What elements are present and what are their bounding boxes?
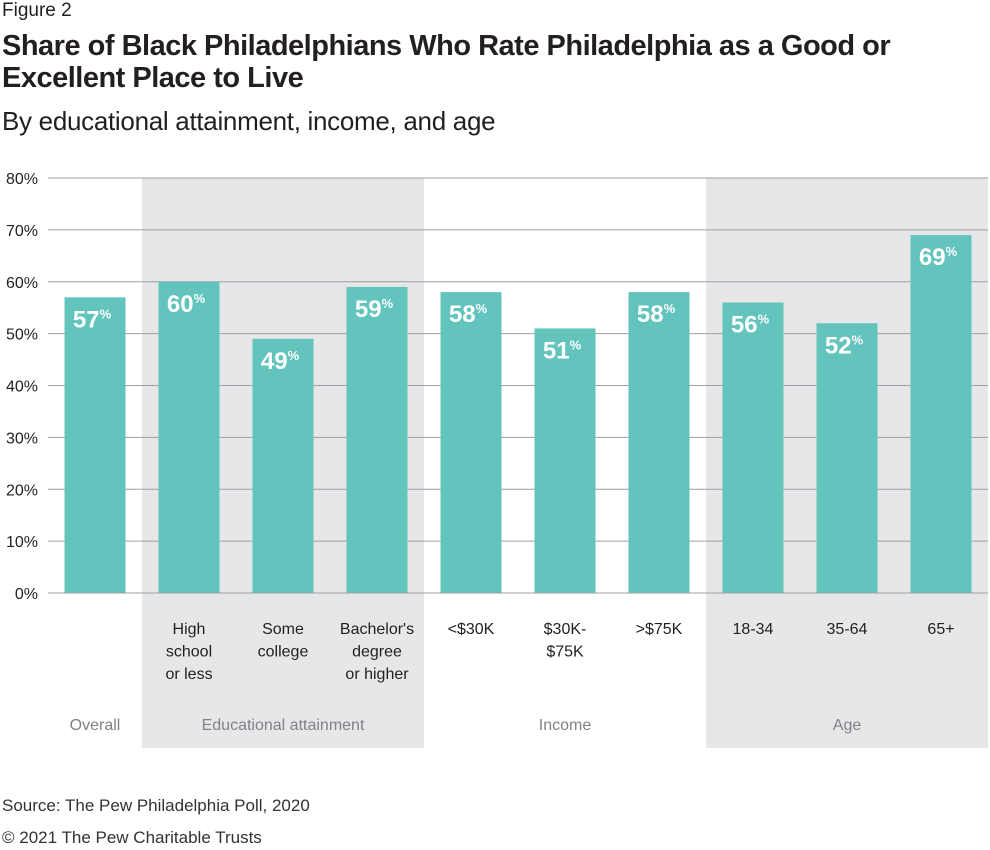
- x-tick-label: >$75K: [636, 621, 683, 638]
- group-label: Income: [539, 717, 592, 734]
- y-tick-label: 10%: [6, 534, 38, 551]
- bar-value-suffix: %: [100, 306, 112, 321]
- y-tick-label: 60%: [6, 275, 38, 292]
- y-tick-label: 20%: [6, 482, 38, 499]
- bar-value-suffix: %: [288, 348, 300, 363]
- bar-chart: 0%10%20%30%40%50%60%70%80%57% 60%49%59% 58…: [6, 171, 988, 748]
- y-tick-label: 40%: [6, 379, 38, 396]
- bar: [534, 328, 596, 593]
- x-tick-label: $75K: [546, 644, 584, 661]
- x-tick-label: High: [173, 621, 206, 638]
- bar-value-label: 60%: [167, 291, 206, 318]
- bar: [64, 297, 126, 593]
- bar: [628, 292, 690, 593]
- figure-label: Figure 2: [2, 0, 72, 21]
- x-tick-label: <$30K: [448, 621, 495, 638]
- y-tick-label: 50%: [6, 327, 38, 344]
- x-tick-label: or higher: [345, 666, 409, 683]
- y-tick-label: 70%: [6, 223, 38, 240]
- x-tick-label: Some: [262, 621, 304, 638]
- x-tick-label: Bachelor's: [340, 621, 414, 638]
- bar-value-suffix: %: [570, 337, 582, 352]
- bar-value-suffix: %: [476, 301, 488, 316]
- bar: [252, 338, 314, 593]
- y-tick-label: 30%: [6, 430, 38, 447]
- bar: [158, 281, 220, 593]
- bar: [816, 323, 878, 593]
- bar: [346, 286, 408, 593]
- copyright-note: © 2021 The Pew Charitable Trusts: [2, 828, 262, 847]
- bar-value-suffix: %: [852, 332, 864, 347]
- bar-value-label: 52%: [825, 332, 864, 359]
- x-tick-label: or less: [165, 666, 212, 683]
- x-tick-label: school: [166, 644, 212, 661]
- bar: [722, 302, 784, 593]
- x-tick-label: 65+: [927, 621, 954, 638]
- y-tick-label: 0%: [15, 586, 38, 603]
- chart-title: Share of Black Philadelphians Who Rate P…: [2, 30, 891, 94]
- bar-value-suffix: %: [758, 312, 770, 327]
- group-label: Overall: [70, 717, 121, 734]
- group-label: Age: [833, 717, 862, 734]
- source-note: Source: The Pew Philadelphia Poll, 2020: [2, 796, 310, 815]
- x-tick-label: 35-64: [827, 621, 868, 638]
- group-label: Educational attainment: [202, 717, 365, 734]
- x-tick-label: 18-34: [733, 621, 774, 638]
- x-tick-label: college: [258, 644, 309, 661]
- bar: [440, 292, 502, 593]
- bar-value-label: 59%: [355, 296, 394, 323]
- bar-value-suffix: %: [194, 291, 206, 306]
- bar-value-suffix: %: [382, 296, 394, 311]
- bar: [910, 235, 972, 593]
- x-tick-label: degree: [352, 644, 402, 661]
- bar-value-suffix: %: [946, 244, 958, 259]
- y-tick-label: 80%: [6, 171, 38, 188]
- x-tick-label: $30K-: [544, 621, 587, 638]
- bar-value-suffix: %: [664, 301, 676, 316]
- chart-subtitle: By educational attainment, income, and a…: [2, 106, 496, 136]
